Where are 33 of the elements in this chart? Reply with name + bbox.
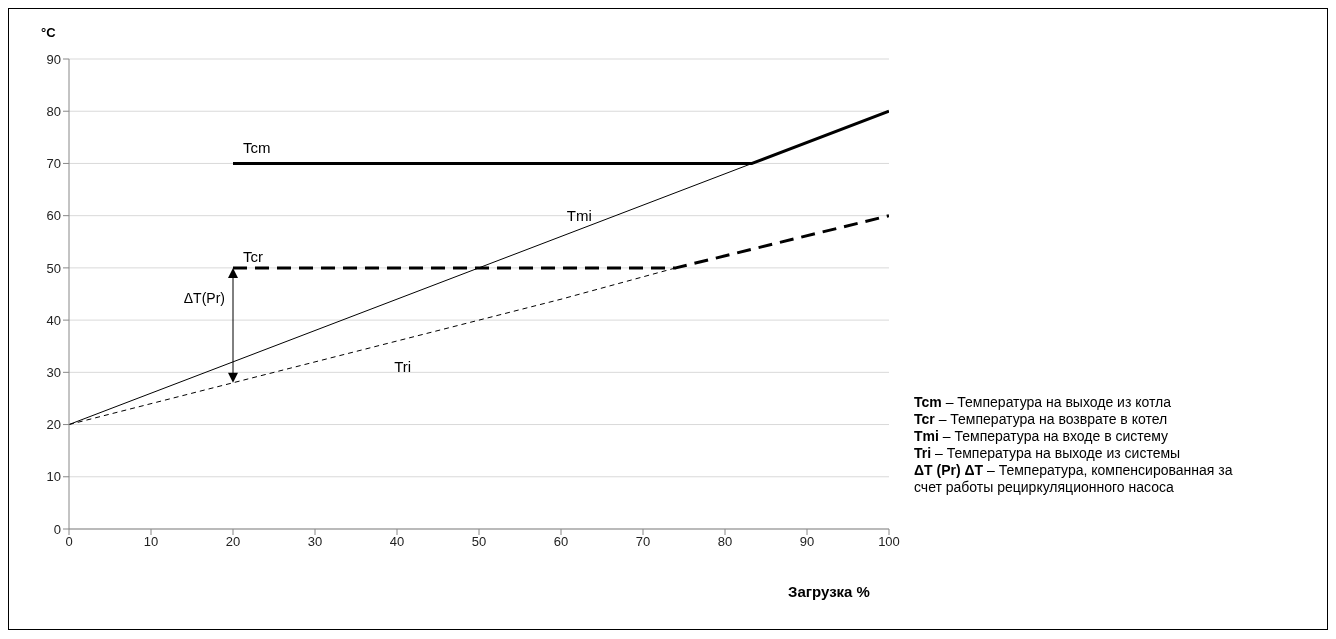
text: ΔT (Pr) ΔT – Температура, компенсированная за счет работы рециркуляционного насоса — [914, 462, 1234, 496]
annotation: ΔT(Pr) — [183, 290, 225, 307]
x-tick-label: 40 — [389, 534, 405, 550]
text: Tri – Температура на выходе из системы — [914, 445, 1182, 462]
series-label: Tcm — [243, 139, 271, 157]
series-label: Tmi — [566, 206, 592, 224]
x-tick-label: 90 — [799, 534, 815, 550]
y-axis-title: °C — [41, 25, 57, 40]
series-label: Tcr — [243, 247, 263, 265]
y-tick-label: 90 — [46, 51, 61, 67]
text: Tmi – Температура на входе в систему — [914, 428, 1170, 445]
text: Tcm – Температура на выходе из котла — [914, 394, 1173, 411]
y-tick-label: 0 — [53, 521, 61, 537]
x-tick-label: 20 — [225, 534, 241, 550]
x-tick-label: 50 — [471, 534, 487, 550]
y-tick-label: 50 — [46, 260, 61, 276]
x-tick-label: 10 — [143, 534, 159, 550]
y-tick-label: 20 — [46, 417, 61, 433]
x-tick-label: 60 — [553, 534, 569, 550]
y-tick-label: 70 — [46, 156, 61, 172]
x-tick-label: 80 — [717, 534, 733, 550]
series-label: Tri — [394, 357, 412, 375]
x-tick-label: 0 — [65, 534, 73, 550]
x-tick-label: 30 — [307, 534, 323, 550]
text: Tcr – Температура на возврате в котел — [914, 411, 1169, 428]
y-tick-label: 30 — [46, 364, 61, 380]
y-tick-label: 60 — [46, 208, 61, 224]
y-tick-label: 80 — [46, 103, 61, 119]
y-tick-label: 10 — [46, 469, 61, 485]
x-axis-title: Загрузка % — [788, 583, 870, 600]
x-tick-label: 70 — [635, 534, 651, 550]
y-tick-label: 40 — [46, 312, 61, 328]
x-tick-label: 100 — [878, 534, 900, 550]
